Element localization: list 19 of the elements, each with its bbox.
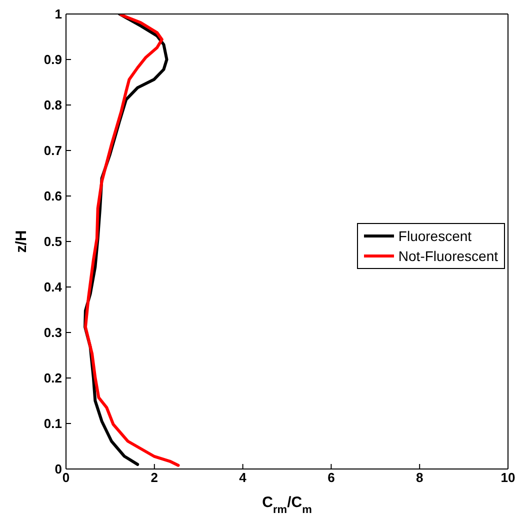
x-tick-label: 10	[500, 470, 516, 486]
legend-label: Fluorescent	[398, 227, 472, 246]
y-tick-label: 1	[54, 6, 62, 22]
x-axis-title: C$_{rm}$/C$_{m}$	[262, 494, 312, 516]
y-tick-label: 0.5	[44, 234, 62, 250]
y-tick-label: 0.3	[44, 325, 62, 340]
x-tick-label: 6	[328, 470, 335, 486]
x-tick-label: 8	[416, 470, 424, 486]
y-tick-label: 0.2	[44, 370, 62, 386]
y-tick-label: 0.8	[44, 98, 62, 113]
y-axis-title: z/H	[13, 230, 30, 253]
y-tick-label: 0.7	[44, 143, 62, 158]
y-tick-label: 0.4	[44, 280, 63, 295]
x-tick-label: 4	[239, 470, 248, 486]
y-tick-label: 0.6	[44, 188, 62, 204]
x-tick-label: 2	[150, 470, 158, 486]
y-tick-label: 0.1	[44, 416, 62, 432]
y-tick-label: 0.9	[44, 52, 62, 68]
legend-label: Not-Fluorescent	[398, 247, 498, 266]
